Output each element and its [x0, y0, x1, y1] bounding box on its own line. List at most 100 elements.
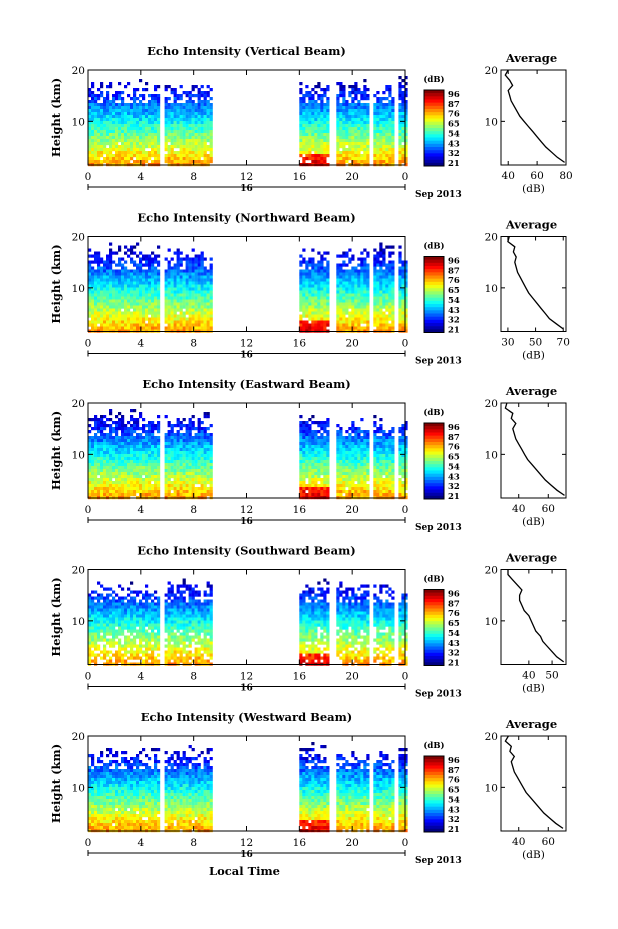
heatmap-cell [299, 124, 303, 128]
y-axis-label: Height (km) [49, 244, 63, 323]
heatmap-cell [167, 317, 171, 321]
heatmap-cell [398, 257, 402, 261]
heatmap-cell [401, 278, 405, 282]
heatmap-cell [133, 448, 137, 452]
heatmap-cell [351, 323, 355, 327]
heatmap-cell [151, 472, 155, 476]
heatmap-cell [363, 299, 367, 303]
heatmap-cell [173, 472, 177, 476]
heatmap-cell [164, 154, 168, 158]
heatmap-cell [88, 481, 92, 485]
heatmap-cell [197, 421, 201, 425]
heatmap-cell [382, 103, 386, 107]
heatmap-cell [357, 151, 361, 155]
heatmap-cell [139, 323, 143, 327]
heatmap-cell [124, 436, 128, 440]
heatmap-cell [179, 148, 183, 152]
heatmap-cell [320, 457, 324, 461]
heatmap-cell [299, 154, 303, 158]
heatmap-cell [157, 121, 161, 125]
heatmap-cell [94, 275, 98, 279]
heatmap-cell [379, 157, 383, 161]
heatmap-cell [103, 290, 107, 294]
heatmap-cell [185, 275, 189, 279]
heatmap-cell [145, 263, 149, 267]
heatmap-cell [182, 91, 186, 95]
heatmap-cell [109, 85, 113, 89]
heatmap-cell [170, 121, 174, 125]
heatmap-cell [121, 302, 125, 306]
heatmap-cell [118, 326, 122, 330]
heatmap-cell [130, 451, 134, 455]
heatmap-cell [376, 124, 380, 128]
heatmap-cell [115, 112, 119, 116]
heatmap-cell [127, 472, 131, 476]
colorbar-band [424, 137, 444, 141]
heatmap-cell [103, 311, 107, 315]
heatmap-cell [88, 266, 92, 270]
heatmap-cell [179, 121, 183, 125]
heatmap-cell [209, 139, 213, 143]
heatmap-cell [336, 94, 340, 98]
heatmap-cell [302, 290, 306, 294]
heatmap-cell [373, 106, 377, 110]
colorbar-band [424, 269, 444, 273]
heatmap-cell [326, 133, 330, 137]
heatmap-cell [302, 260, 306, 264]
heatmap-cell [139, 109, 143, 113]
heatmap-cell [157, 130, 161, 134]
heatmap-cell [88, 278, 92, 282]
heatmap-cell [194, 323, 198, 327]
heatmap-cell [142, 442, 146, 446]
heatmap-cell [345, 136, 349, 140]
heatmap-cell [142, 296, 146, 300]
heatmap-cell [148, 115, 152, 119]
heatmap-cell [351, 254, 355, 258]
heatmap-cell [206, 91, 210, 95]
heatmap-cell [311, 133, 315, 137]
heatmap-cell [130, 260, 134, 264]
heatmap-cell [391, 127, 395, 131]
heatmap-cell [203, 481, 207, 485]
heatmap-cell [124, 299, 128, 303]
heatmap-cell [130, 154, 134, 158]
heatmap-cell [127, 133, 131, 137]
heatmap-cell [142, 263, 146, 267]
heatmap-cell [388, 115, 392, 119]
heatmap-cell [200, 263, 204, 267]
heatmap-cell [145, 124, 149, 128]
heatmap-cell [139, 299, 143, 303]
heatmap-cell [197, 418, 201, 422]
heatmap-cell [382, 299, 386, 303]
heatmap-cell [302, 469, 306, 473]
heatmap-cell [320, 448, 324, 452]
heatmap-cell [188, 472, 192, 476]
heatmap-cell [167, 136, 171, 140]
heatmap-cell [323, 454, 327, 458]
heatmap-cell [351, 320, 355, 324]
heatmap-cell [121, 293, 125, 297]
heatmap-cell [194, 439, 198, 443]
heatmap-cell [348, 85, 352, 89]
heatmap-cell [124, 314, 128, 318]
heatmap-cell [314, 305, 318, 309]
heatmap-cell [311, 88, 315, 92]
heatmap-cell [88, 91, 92, 95]
heatmap-cell [176, 418, 180, 422]
heatmap-cell [164, 103, 168, 107]
heatmap-cell [127, 103, 131, 107]
heatmap-cell [203, 299, 207, 303]
heatmap-cell [314, 142, 318, 146]
heatmap-cell [118, 109, 122, 113]
heatmap-cell [164, 305, 168, 309]
heatmap-cell [209, 445, 213, 449]
heatmap-cell [173, 466, 177, 470]
heatmap-cell [323, 91, 327, 95]
heatmap-cell [133, 323, 137, 327]
heatmap-cell [388, 103, 392, 107]
heatmap-cell [88, 424, 92, 428]
heatmap-cell [157, 430, 161, 434]
heatmap-cell [94, 445, 98, 449]
heatmap-cell [305, 472, 309, 476]
heatmap-cell [206, 481, 210, 485]
